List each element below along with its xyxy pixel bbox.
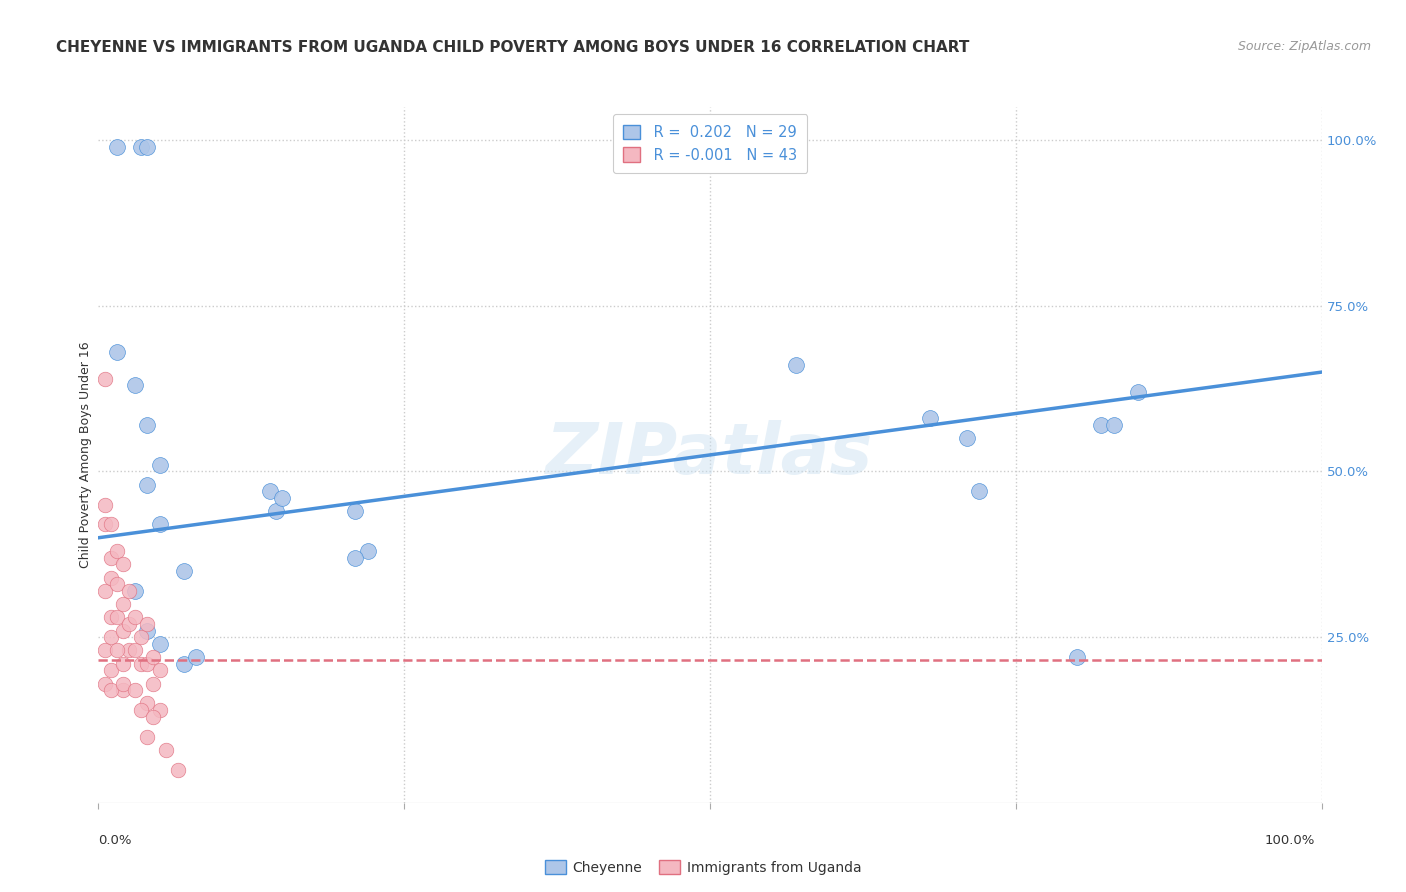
Point	[100, 517, 122, 532]
Point	[124, 610, 146, 624]
Point	[136, 616, 159, 631]
Point	[105, 643, 128, 657]
Point	[118, 583, 141, 598]
Point	[920, 411, 942, 425]
Point	[149, 458, 172, 472]
Point	[124, 643, 146, 657]
Point	[1102, 418, 1125, 433]
Point	[129, 140, 152, 154]
Point	[142, 650, 165, 665]
Point	[1128, 384, 1150, 399]
Point	[105, 544, 128, 558]
Point	[136, 477, 159, 491]
Point	[93, 517, 115, 532]
Point	[105, 345, 128, 359]
Point	[100, 663, 122, 677]
Point	[173, 564, 195, 578]
Point	[93, 583, 115, 598]
Point	[124, 683, 146, 698]
Point	[173, 657, 195, 671]
Point	[111, 657, 134, 671]
Y-axis label: Child Poverty Among Boys Under 16: Child Poverty Among Boys Under 16	[79, 342, 91, 568]
Point	[124, 378, 146, 392]
Point	[136, 418, 159, 433]
Point	[93, 372, 115, 386]
Point	[136, 624, 159, 638]
Point	[1090, 418, 1112, 433]
Point	[149, 703, 172, 717]
Point	[149, 663, 172, 677]
Point	[100, 550, 122, 565]
Point	[118, 643, 141, 657]
Point	[111, 624, 134, 638]
Point	[93, 643, 115, 657]
Legend:  R =  0.202   N = 29,  R = -0.001   N = 43: R = 0.202 N = 29, R = -0.001 N = 43	[613, 114, 807, 173]
Point	[100, 570, 122, 584]
Point	[93, 498, 115, 512]
Point	[785, 359, 807, 373]
Point	[111, 676, 134, 690]
Point	[111, 558, 134, 572]
Point	[344, 504, 367, 518]
Text: 100.0%: 100.0%	[1264, 834, 1315, 847]
Point	[149, 637, 172, 651]
Point	[142, 709, 165, 723]
Point	[956, 431, 979, 445]
Point	[93, 676, 115, 690]
Point	[105, 610, 128, 624]
Point	[186, 650, 208, 665]
Point	[270, 491, 294, 505]
Point	[129, 657, 152, 671]
Point	[105, 577, 128, 591]
Point	[356, 544, 378, 558]
Point	[111, 683, 134, 698]
Point	[136, 697, 159, 711]
Point	[1066, 650, 1088, 665]
Text: 0.0%: 0.0%	[98, 834, 132, 847]
Point	[155, 743, 177, 757]
Point	[111, 597, 134, 611]
Point	[100, 683, 122, 698]
Point	[105, 140, 128, 154]
Point	[259, 484, 281, 499]
Point	[149, 517, 172, 532]
Point	[167, 763, 190, 777]
Point	[129, 703, 152, 717]
Point	[136, 730, 159, 744]
Point	[136, 657, 159, 671]
Point	[100, 610, 122, 624]
Text: CHEYENNE VS IMMIGRANTS FROM UGANDA CHILD POVERTY AMONG BOYS UNDER 16 CORRELATION: CHEYENNE VS IMMIGRANTS FROM UGANDA CHILD…	[56, 40, 970, 55]
Point	[264, 504, 287, 518]
Point	[129, 630, 152, 644]
Point	[344, 550, 367, 565]
Point	[142, 676, 165, 690]
Point	[100, 630, 122, 644]
Point	[136, 140, 159, 154]
Text: Source: ZipAtlas.com: Source: ZipAtlas.com	[1237, 40, 1371, 54]
Text: ZIPatlas: ZIPatlas	[547, 420, 873, 490]
Point	[124, 583, 146, 598]
Point	[967, 484, 990, 499]
Legend: Cheyenne, Immigrants from Uganda: Cheyenne, Immigrants from Uganda	[538, 855, 868, 880]
Point	[118, 616, 141, 631]
